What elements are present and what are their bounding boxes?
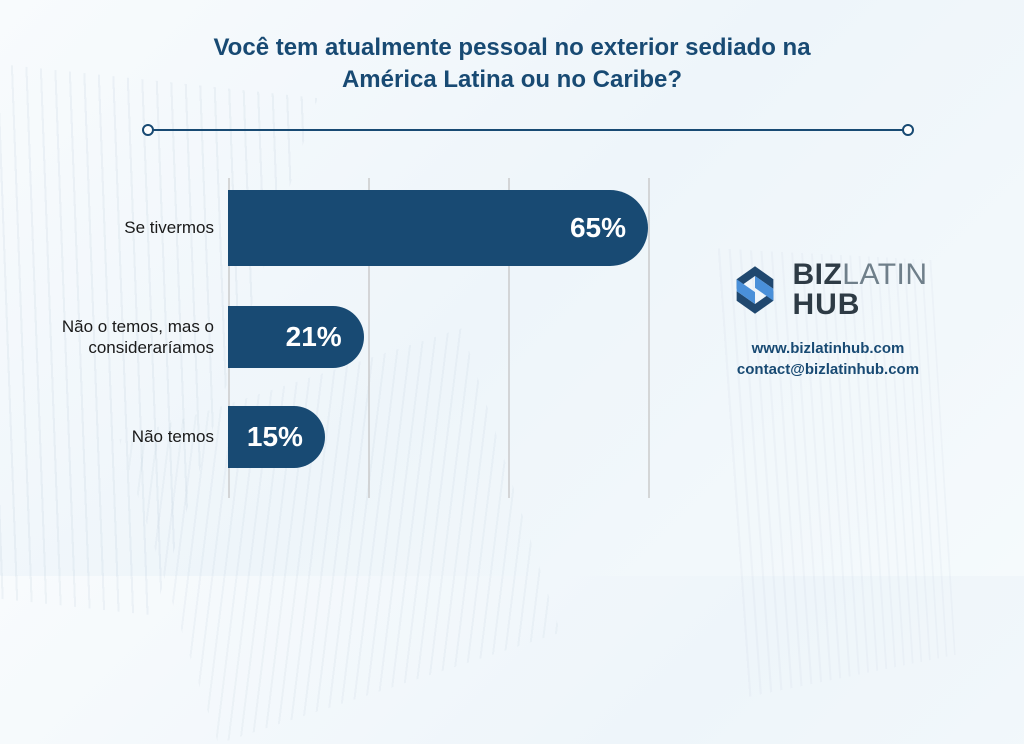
title-line-2: América Latina ou no Caribe? — [140, 64, 884, 96]
brand-text: BIZLATIN HUB — [792, 260, 927, 320]
bar-row: Se tivermos 65% — [58, 190, 648, 266]
brand-name-light: LATIN — [842, 258, 927, 291]
divider-dot-left — [142, 124, 154, 136]
brand-name-top: BIZLATIN — [792, 260, 927, 290]
divider-line — [148, 129, 908, 131]
brand-website: www.bizlatinhub.com — [688, 338, 968, 359]
chart-title: Você tem atualmente pessoal no exterior … — [0, 32, 1024, 97]
bar-value: 65% — [570, 212, 626, 244]
brand-block: BIZLATIN HUB www.bizlatinhub.com contact… — [688, 260, 968, 380]
bar-track: 15% — [228, 406, 648, 468]
divider-dot-right — [902, 124, 914, 136]
bar-label: Se tivermos — [58, 217, 228, 238]
bar-label: Não temos — [58, 426, 228, 447]
title-divider — [142, 124, 914, 136]
bar-row: Não temos 15% — [58, 406, 648, 468]
logo-icon — [728, 263, 782, 317]
brand-contact: www.bizlatinhub.com contact@bizlatinhub.… — [688, 338, 968, 380]
gridline — [648, 178, 650, 498]
brand-logo: BIZLATIN HUB — [688, 260, 968, 320]
brand-email: contact@bizlatinhub.com — [688, 359, 968, 380]
title-line-1: Você tem atualmente pessoal no exterior … — [140, 32, 884, 64]
brand-name-bold: BIZ — [792, 258, 842, 291]
bar: 65% — [228, 190, 648, 266]
bar-value: 15% — [247, 421, 303, 453]
bar-chart: Se tivermos 65% Não o temos, mas o consi… — [58, 178, 648, 498]
bar: 15% — [228, 406, 325, 468]
bar-row: Não o temos, mas o consideraríamos 21% — [58, 306, 648, 368]
bar-value: 21% — [286, 321, 342, 353]
brand-name-bottom: HUB — [792, 290, 927, 320]
bar-track: 65% — [228, 190, 648, 266]
bar: 21% — [228, 306, 364, 368]
bar-label: Não o temos, mas o consideraríamos — [58, 316, 228, 359]
bar-track: 21% — [228, 306, 648, 368]
